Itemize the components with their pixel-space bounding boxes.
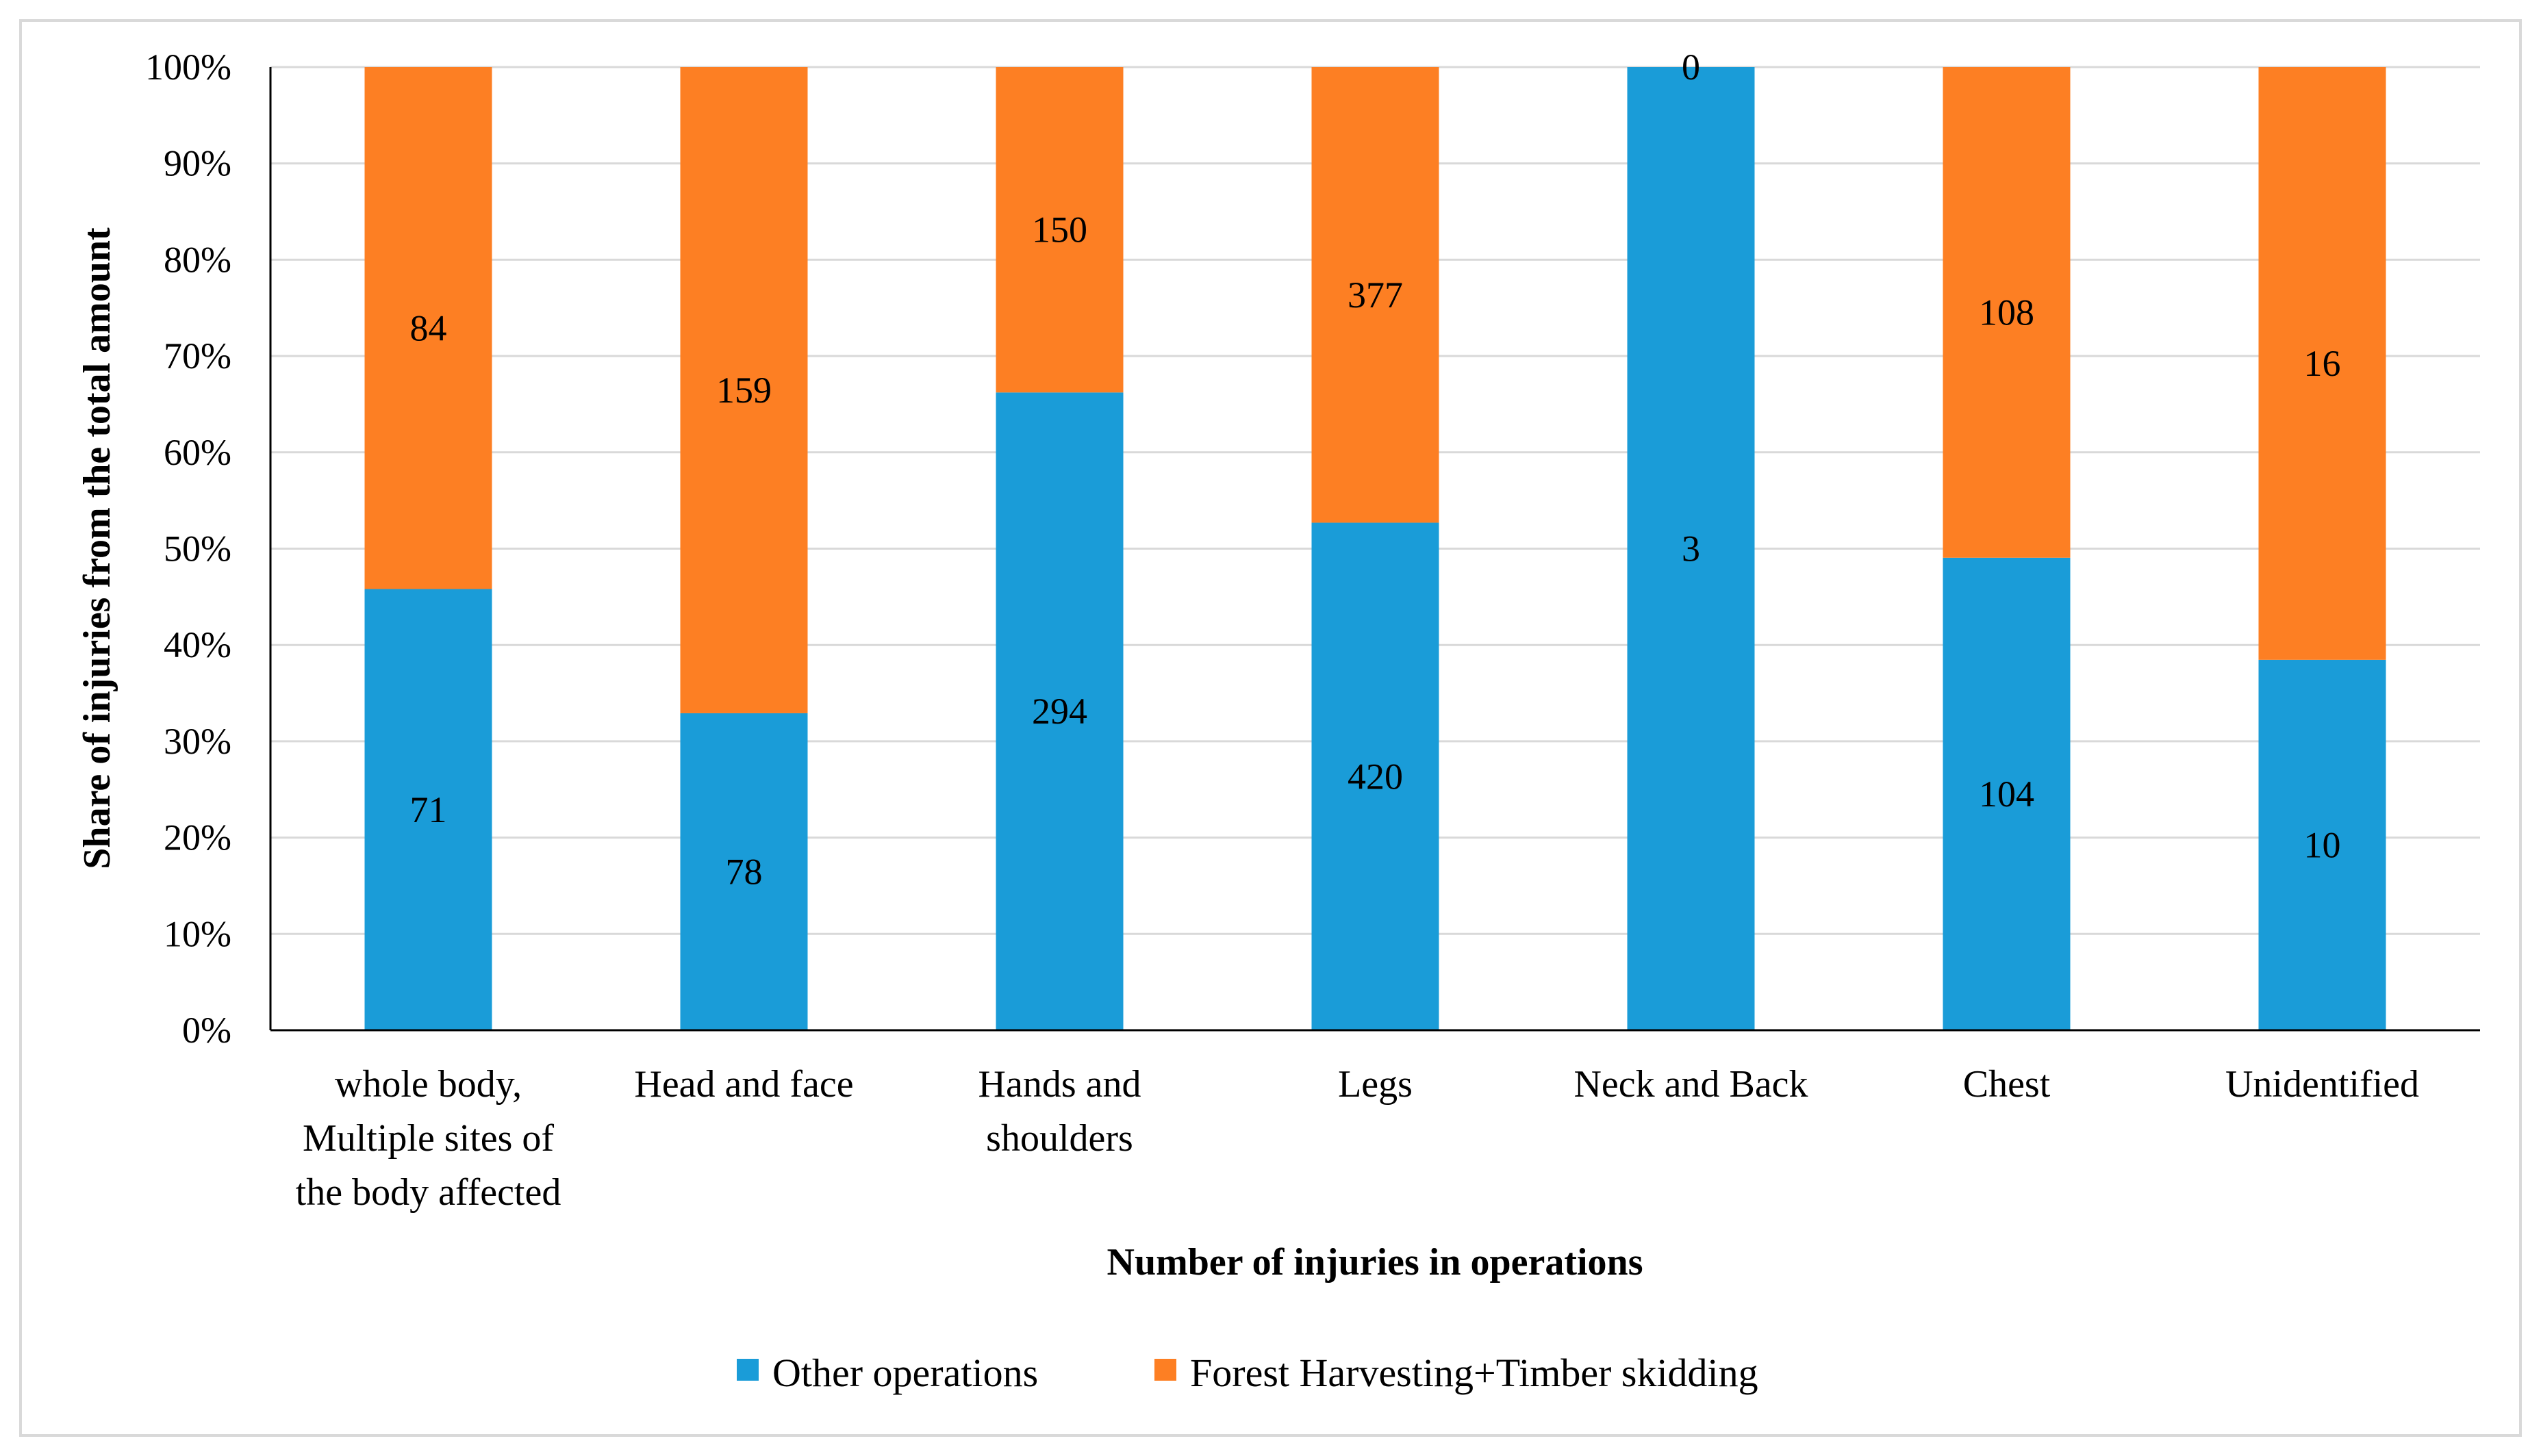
bar-forest-harvesting (1311, 67, 1439, 523)
data-label-other-operations: 104 (1979, 774, 2034, 815)
bar-other-operations (1627, 67, 1755, 1030)
y-axis-title: Share of injuries from the total amount (76, 227, 118, 869)
y-tick-label: 10% (164, 913, 231, 954)
y-tick-label: 70% (164, 335, 231, 376)
data-label-other-operations: 71 (410, 789, 447, 830)
x-category-label: Neck and Back (1573, 1063, 1808, 1106)
y-tick-label: 80% (164, 239, 231, 280)
bar-other-operations (1311, 522, 1439, 1030)
y-tick-label: 90% (164, 143, 231, 184)
legend-swatch-other-operations (737, 1359, 759, 1381)
bar-forest-harvesting (2258, 67, 2386, 660)
legend-label-other-operations: Other operations (772, 1351, 1038, 1395)
data-label-other-operations: 78 (726, 851, 763, 892)
x-category-label: Hands and (978, 1063, 1141, 1106)
data-label-forest-harvesting: 16 (2304, 343, 2341, 384)
x-category-label: whole body, (335, 1063, 522, 1106)
legend: Other operations Forest Harvesting+Timbe… (737, 1351, 1758, 1395)
bars (364, 67, 2386, 1030)
data-label-other-operations: 10 (2304, 824, 2341, 865)
bar-other-operations (680, 713, 808, 1030)
x-category-label: shoulders (986, 1117, 1133, 1160)
data-label-forest-harvesting: 150 (1032, 209, 1087, 251)
legend-swatch-forest-harvesting (1154, 1359, 1176, 1381)
x-category-label: the body affected (296, 1171, 561, 1214)
x-category-label: Legs (1338, 1063, 1413, 1106)
bar-forest-harvesting (996, 67, 1124, 393)
axes (269, 67, 2480, 1032)
data-label-forest-harvesting: 377 (1348, 274, 1403, 316)
bar-other-operations (996, 392, 1124, 1030)
data-label-other-operations: 420 (1348, 756, 1403, 797)
x-axis-title: Number of injuries in operations (1107, 1241, 1643, 1283)
bar-forest-harvesting (680, 67, 808, 713)
bar-other-operations (1943, 557, 2071, 1030)
data-labels: 71 84 78 159 294 150 420 377 3 0 104 108 10 16 (410, 47, 2341, 892)
category-labels: whole body, Multiple sites of the body aff… (296, 1063, 2419, 1214)
data-label-other-operations: 3 (1682, 528, 1700, 570)
y-tick-label: 30% (164, 721, 231, 762)
y-tick-label: 0% (182, 1010, 231, 1051)
y-tick-label: 60% (164, 432, 231, 473)
x-category-label: Multiple sites of (303, 1117, 554, 1160)
data-label-forest-harvesting: 108 (1979, 292, 2034, 333)
legend-label-forest-harvesting: Forest Harvesting+Timber skidding (1190, 1351, 1758, 1395)
x-category-label: Unidentified (2225, 1063, 2419, 1106)
bar-other-operations (2258, 659, 2386, 1030)
y-tick-label: 100% (145, 47, 231, 88)
bar-forest-harvesting (1943, 67, 2071, 558)
y-tick-label: 50% (164, 528, 231, 570)
x-category-label: Chest (1963, 1063, 2051, 1106)
data-label-other-operations: 294 (1032, 691, 1087, 732)
bar-forest-harvesting (364, 67, 492, 589)
y-tick-labels: 0% 10% 20% 30% 40% 50% 60% 70% 80% 90% 100% (145, 47, 231, 1051)
x-category-label: Head and face (634, 1063, 853, 1106)
data-label-forest-harvesting: 159 (716, 370, 772, 411)
data-label-forest-harvesting: 0 (1682, 47, 1700, 88)
data-label-forest-harvesting: 84 (410, 307, 447, 348)
y-tick-label: 40% (164, 624, 231, 665)
bar-other-operations (364, 589, 492, 1030)
y-tick-label: 20% (164, 817, 231, 858)
